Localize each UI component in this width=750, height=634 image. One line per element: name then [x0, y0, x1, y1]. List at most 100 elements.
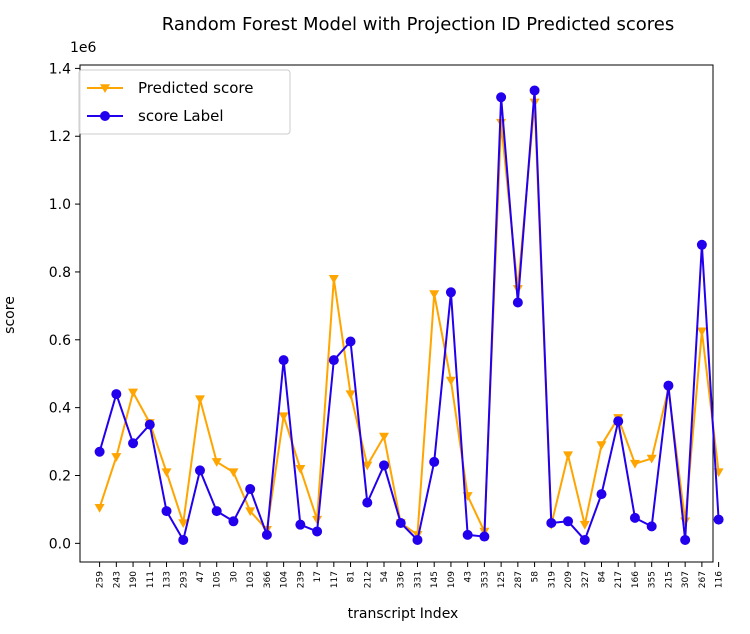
data-point-predicted-score: [579, 520, 590, 530]
data-point-score-label: [713, 514, 724, 525]
data-point-score-label: [579, 534, 590, 545]
x-tick-label: 125: [497, 571, 507, 588]
data-point-score-label: [379, 460, 390, 471]
x-tick-label: 209: [564, 571, 574, 588]
data-point-predicted-score: [696, 327, 707, 337]
data-point-score-label: [211, 506, 222, 517]
y-tick-label: 0.4: [49, 401, 71, 417]
x-tick-label: 366: [263, 571, 273, 588]
x-tick-label: 30: [229, 571, 239, 583]
data-point-score-label: [245, 484, 256, 495]
x-tick-label: 355: [648, 571, 658, 588]
x-tick-label: 116: [715, 571, 725, 588]
data-point-predicted-score: [94, 503, 105, 513]
data-point-predicted-score: [328, 274, 339, 284]
x-tick-label: 287: [514, 571, 524, 588]
data-point-score-label: [512, 297, 523, 308]
x-tick-label: 103: [246, 571, 256, 588]
x-tick-label: 133: [163, 571, 173, 588]
x-tick-label: 190: [129, 571, 139, 588]
legend-entry-predicted-score: Predicted score: [87, 79, 254, 97]
data-point-score-label: [546, 517, 557, 528]
data-point-predicted-score: [161, 468, 172, 478]
x-tick-label: 267: [698, 571, 708, 588]
data-point-score-label: [395, 517, 406, 528]
data-point-score-label: [111, 389, 122, 400]
data-point-score-label: [479, 531, 490, 542]
x-tick-label: 239: [296, 571, 306, 588]
data-point-score-label: [596, 489, 607, 500]
x-tick-label: 293: [179, 571, 189, 588]
data-point-score-label: [278, 355, 289, 366]
x-tick-label: 109: [447, 571, 457, 588]
y-tick-label: 1.4: [49, 61, 71, 77]
data-point-predicted-score: [362, 461, 373, 471]
data-point-predicted-score: [312, 515, 323, 525]
x-tick-label: 307: [681, 571, 691, 588]
data-point-score-label: [613, 416, 624, 427]
data-point-predicted-score: [295, 464, 306, 474]
y-tick-label: 1.2: [49, 129, 71, 145]
data-point-score-label: [429, 456, 440, 467]
x-tick-label: 327: [581, 571, 591, 588]
data-point-predicted-score: [629, 459, 640, 469]
data-point-predicted-score: [194, 395, 205, 405]
data-point-score-label: [295, 519, 306, 530]
data-point-predicted-score: [245, 507, 256, 517]
data-point-predicted-score: [596, 441, 607, 450]
data-point-score-label: [178, 534, 189, 545]
y-tick-label: 0.0: [49, 536, 71, 552]
data-point-score-label: [228, 516, 239, 527]
y-tick-label: 0.8: [49, 265, 71, 281]
chart-title: Random Forest Model with Projection ID P…: [162, 14, 674, 35]
y-tick-label: 0.2: [49, 468, 71, 484]
x-tick-label: 54: [380, 571, 390, 583]
data-point-score-label: [362, 497, 373, 508]
data-point-score-label: [462, 529, 473, 540]
data-point-score-label: [663, 380, 674, 391]
data-point-predicted-score: [445, 376, 456, 386]
series-layer: [94, 85, 724, 545]
data-point-score-label: [261, 529, 272, 540]
data-point-predicted-score: [128, 388, 139, 398]
x-tick-label: 117: [330, 571, 340, 588]
y-tick-label: 1.0: [49, 197, 71, 213]
x-axis-label: transcript Index: [348, 606, 459, 622]
x-tick-label: 58: [531, 571, 541, 583]
legend-marker: [100, 84, 110, 93]
data-point-score-label: [312, 526, 323, 537]
data-point-predicted-score: [111, 453, 122, 462]
y-axis-ticks: 0.0 0.2 0.4 0.6 0.8 1.0 1.2 1.4: [49, 61, 80, 552]
legend-box: [78, 69, 291, 135]
x-tick-label: 212: [363, 571, 373, 588]
plot-area-frame: [79, 64, 714, 563]
x-tick-label: 47: [196, 571, 206, 582]
data-point-predicted-score: [178, 519, 189, 528]
x-tick-label: 43: [464, 571, 474, 582]
legend-entry-score-label: score Label: [87, 107, 224, 125]
y-axis-label: score: [2, 296, 18, 334]
data-point-predicted-score: [379, 432, 390, 442]
data-point-predicted-score: [278, 412, 289, 422]
data-point-score-label: [144, 419, 155, 430]
data-point-score-label: [563, 516, 574, 527]
y-axis-offset-text: 1e6: [70, 40, 97, 56]
x-tick-label: 217: [614, 571, 624, 588]
x-tick-label: 17: [313, 571, 323, 582]
legend-label: score Label: [138, 107, 224, 125]
data-point-predicted-score: [228, 468, 239, 478]
data-point-score-label: [680, 534, 691, 545]
data-point-predicted-score: [646, 454, 657, 464]
x-tick-label: 166: [631, 571, 641, 588]
x-tick-label: 353: [480, 571, 490, 588]
data-point-predicted-score: [429, 290, 440, 299]
x-tick-label: 104: [280, 571, 290, 588]
data-point-score-label: [629, 512, 640, 523]
data-point-score-label: [345, 336, 356, 347]
x-tick-label: 259: [96, 571, 106, 588]
x-tick-label: 81: [347, 571, 357, 582]
legend-marker: [100, 111, 110, 121]
data-point-predicted-score: [512, 285, 523, 294]
